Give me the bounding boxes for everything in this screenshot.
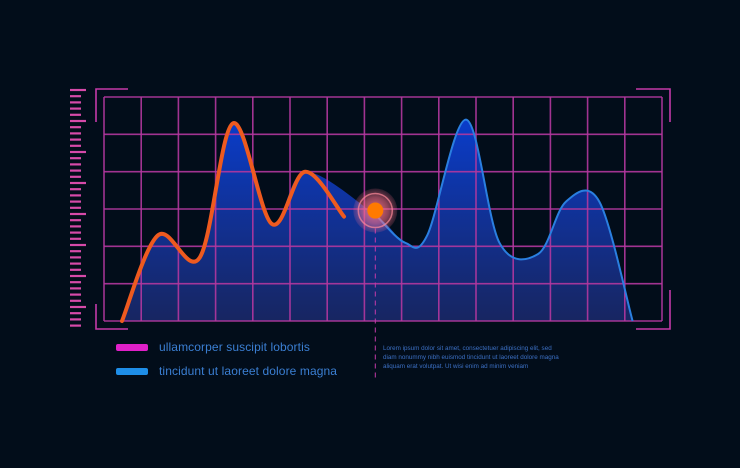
left-ruler <box>70 88 86 327</box>
legend-swatch-series-2 <box>116 367 148 375</box>
highlight-ring <box>357 192 394 229</box>
frame-corner-bottom-left <box>95 304 128 330</box>
annotation-line: aliquam erat volutpat. Ut wisi enim ad m… <box>383 363 529 370</box>
legend-item-series-2: tincidunt ut laoreet dolore magna <box>116 364 337 378</box>
legend-label-series-2: tincidunt ut laoreet dolore magna <box>159 364 338 378</box>
highlight-point <box>367 202 384 219</box>
legend-label-series-1: ullamcorper suscipit lobortis <box>159 340 310 354</box>
annotation-line: Lorem ipsum dolor sit amet, consectetuer… <box>383 345 552 352</box>
legend-swatch-series-1 <box>116 343 148 351</box>
chart-grid <box>103 96 663 322</box>
frame-corner-bottom-right <box>636 290 671 330</box>
series-line-blue <box>376 118 634 322</box>
series-line-orange <box>120 121 346 323</box>
hud-frame <box>95 88 671 330</box>
annotation-text: Lorem ipsum dolor sit amet, consectetuer… <box>383 344 613 371</box>
legend-item-series-1: ullamcorper suscipit lobortis <box>116 340 310 354</box>
frame-corner-top-right <box>636 88 671 122</box>
annotation-line: diam nonummy nibh euismod tincidunt ut l… <box>383 354 559 361</box>
frame-corner-top-left <box>95 88 128 122</box>
